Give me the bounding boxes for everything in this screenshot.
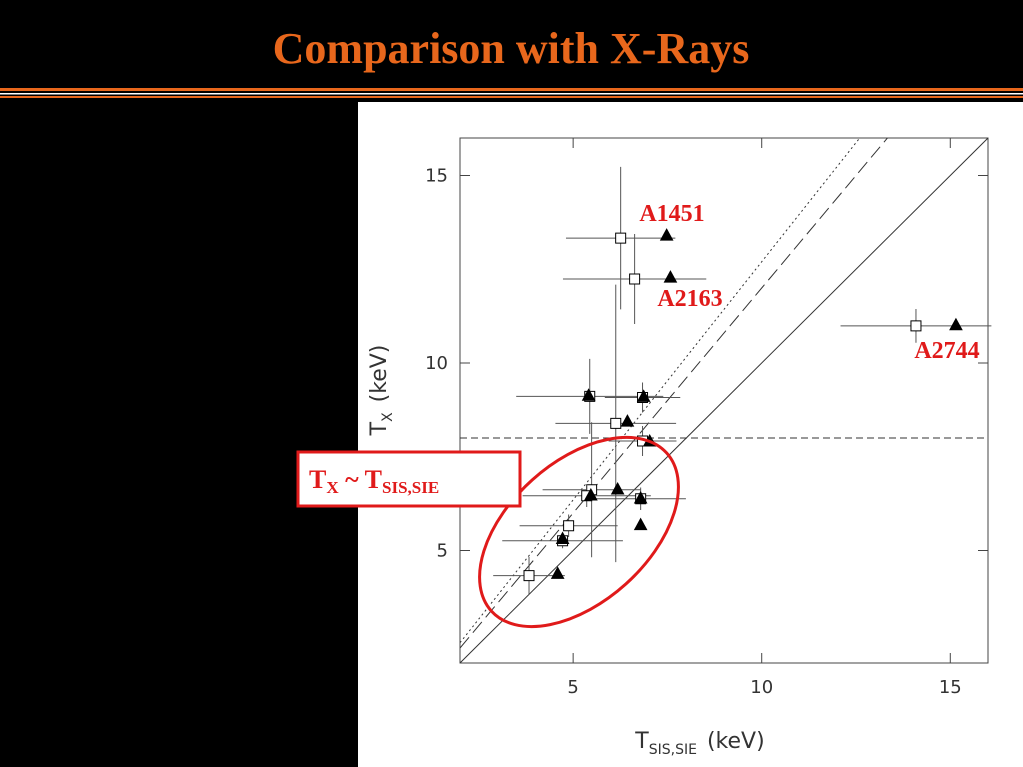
callout-part: X <box>326 478 339 497</box>
square-marker <box>563 520 575 532</box>
cluster-label: A2163 <box>657 286 722 312</box>
reference-line <box>460 138 889 649</box>
y-tick-label: 5 <box>437 541 448 562</box>
y-tick-label: 15 <box>425 166 448 187</box>
y-label-sub: X <box>380 412 396 422</box>
slide-title: Comparison with X-Rays <box>273 24 750 73</box>
triangle-marker <box>555 531 570 544</box>
triangle-marker <box>581 388 596 401</box>
triangle-marker <box>636 389 651 402</box>
x-axis-label: TSIS,SIE (keV) <box>634 729 764 758</box>
plot-frame <box>459 137 989 664</box>
callout-part: SIS,SIE <box>382 478 439 497</box>
triangle-marker <box>659 228 674 241</box>
y-label-main: T <box>367 421 392 436</box>
callout-text: TX ~ TSIS,SIE <box>309 465 439 497</box>
triangle-marker <box>550 566 565 579</box>
title-rule <box>0 88 1023 91</box>
x-tick-label: 5 <box>567 677 578 698</box>
reference-line <box>460 138 861 644</box>
square-marker <box>610 417 622 429</box>
triangle-marker <box>949 317 963 331</box>
triangle-marker <box>610 481 625 495</box>
triangle-marker <box>633 490 648 504</box>
square-marker <box>615 232 627 244</box>
x-tick-label: 10 <box>750 677 773 698</box>
triangle-marker <box>633 517 648 531</box>
title-rule <box>0 96 1023 98</box>
title-rule <box>0 93 1023 95</box>
triangle-marker <box>620 414 635 427</box>
triangle-marker <box>663 270 678 283</box>
callout-part: T <box>309 465 326 494</box>
x-label-sub: SIS,SIE <box>649 742 697 758</box>
y-axis-label: TX (keV) <box>367 345 396 437</box>
cluster-label: A2744 <box>914 338 979 364</box>
x-label-unit: (keV) <box>707 729 765 754</box>
x-tick-label: 15 <box>939 677 962 698</box>
highlight-ellipse <box>478 435 680 629</box>
square-marker <box>629 273 641 285</box>
y-tick-label: 10 <box>425 353 448 374</box>
y-label-unit: (keV) <box>367 345 392 403</box>
square-marker <box>523 570 535 582</box>
plot: 5 10 15 5 10 15 A1451 A2163 A2744 <box>425 138 992 698</box>
callout-part: ~ T <box>339 465 382 494</box>
callout-box <box>296 450 522 508</box>
cluster-label: A1451 <box>639 201 704 227</box>
x-label-main: T <box>634 729 649 754</box>
triangle-marker <box>584 487 598 501</box>
square-marker <box>910 320 922 332</box>
